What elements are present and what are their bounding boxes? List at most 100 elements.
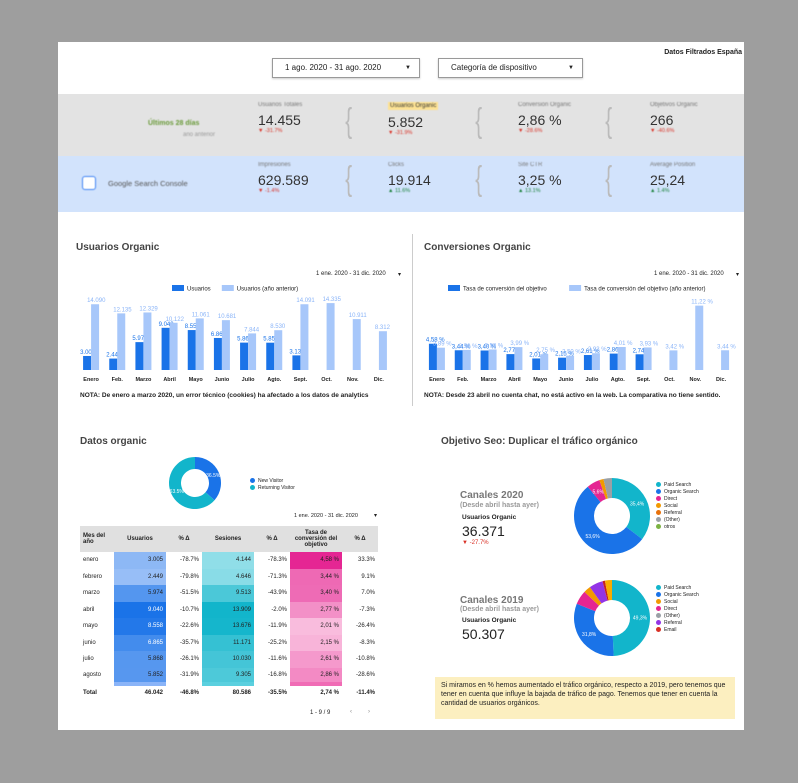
table-cell: 5.852: [114, 667, 166, 684]
column-header[interactable]: % Δ: [342, 526, 378, 552]
slice-label: 5,6%: [593, 490, 605, 496]
bar-label-previous: 2,75 %: [536, 348, 555, 354]
bar-previous: [195, 318, 204, 370]
x-tick-label: Mayo: [189, 377, 204, 383]
users-chart-date-range[interactable]: 1 ene. 2020 - 31 dic. 2020: [316, 271, 386, 277]
bar-previous: [117, 313, 126, 370]
table-date-range[interactable]: 1 ene. 2020 - 31 dic. 2020: [294, 513, 358, 519]
legend-dot-icon: [656, 510, 661, 516]
table-cell: 4.646: [202, 568, 254, 585]
kpi-card: Impresiones 629.589 ▼ -1.4%: [258, 162, 309, 194]
column-header[interactable]: % Δ: [166, 526, 202, 552]
legend-dot-icon: [250, 478, 255, 484]
canales-2020-title: Canales 2020: [460, 490, 524, 501]
x-tick-label: Dic.: [716, 377, 727, 383]
bar-previous: [326, 303, 335, 370]
table-cell: 2,77 %: [290, 601, 342, 618]
table-cell: 7.0%: [361, 590, 375, 597]
column-header[interactable]: Sesiones: [202, 526, 254, 552]
canales-2020-value: 36.371: [462, 523, 505, 539]
bar-current: [635, 354, 644, 370]
bar-label-previous: 10.911: [349, 313, 368, 319]
legend-label: Usuarios: [187, 287, 211, 293]
legend-item-returning: Returning Visitor: [250, 485, 295, 492]
pagination-label: 1 - 9 / 9: [310, 710, 331, 716]
filter-note: Datos Filtrados España: [664, 49, 742, 56]
canales-2019-value: 50.307: [462, 626, 505, 642]
date-range-dropdown[interactable]: 1 ago. 2020 - 31 ago. 2020 ▼: [272, 58, 420, 78]
chevron-right-icon[interactable]: ›: [368, 709, 370, 715]
bar-label-current: 2,77 %: [503, 348, 522, 354]
bar-current: [558, 357, 567, 370]
bar-previous: [669, 350, 678, 370]
x-tick-label: Abril: [508, 377, 521, 383]
table-cell: 13.909: [202, 601, 254, 618]
table-header-row: Mes del año Usuarios% Δ Sesiones% Δ Tasa de…: [80, 526, 378, 552]
kpi-delta: ▲ 13.1%: [518, 188, 541, 194]
bar-label-previous: 2,93 %: [588, 347, 607, 353]
table-cell: 2,15 %: [290, 634, 342, 651]
table-cell: -28.6%: [355, 671, 375, 678]
chevron-down-icon[interactable]: ▾: [398, 272, 402, 278]
x-tick-label: Sept.: [294, 377, 308, 383]
users-organic-title: Usuarios Organic: [76, 242, 160, 253]
table-cell: 5.868: [114, 651, 166, 668]
bar-previous: [488, 349, 497, 370]
donut-slice: [602, 580, 609, 601]
donut-slice: [574, 486, 643, 554]
bar-label-current: 5.974: [132, 336, 148, 342]
google-search-console-logo-icon: [82, 176, 96, 190]
bar-label-current: 2.449: [106, 353, 122, 359]
bar-current: [266, 342, 275, 370]
search-console-kpi-band: Google Search Console Impresiones 629.589…: [58, 156, 744, 212]
slice-label: 31,8%: [582, 632, 597, 638]
column-header[interactable]: Tasa de conversión del objetivo: [290, 526, 342, 552]
canales-2019-title: Canales 2019: [460, 595, 524, 606]
table-row: abril 9.040 -10.7% 13.909 -2.0% 2,77 % -7.3%: [80, 601, 378, 618]
legend-dot-icon: [656, 482, 661, 488]
table-row: marzo 5.974 -51.5% 9.513 -43.9% 3,40 % 7.0%: [80, 585, 378, 602]
bar-previous: [695, 305, 704, 370]
legend-swatch: [569, 285, 582, 291]
chevron-down-icon[interactable]: ▾: [736, 272, 740, 278]
bar-current: [532, 358, 541, 370]
brace-divider: {: [475, 160, 483, 198]
donut-slice: [169, 457, 215, 509]
bar-previous: [617, 346, 626, 370]
x-tick-label: Nov.: [347, 377, 359, 383]
bar-label-current: 9.040: [159, 322, 175, 328]
kpi-value: 25,24: [650, 172, 686, 188]
legend-item: Direct: [656, 606, 699, 613]
bar-current: [506, 354, 515, 370]
device-category-dropdown[interactable]: Categoría de dispositivo ▼: [438, 58, 583, 78]
brace-divider: {: [475, 102, 483, 140]
column-header[interactable]: % Δ: [254, 526, 290, 552]
bar-label-previous: 3,42 %: [665, 344, 684, 350]
kpi-value: 629.589: [258, 172, 309, 188]
donut-slice: [576, 591, 599, 612]
bar-label-current: 4,58 %: [426, 338, 445, 344]
donut-slice: [599, 478, 608, 500]
bar-label-previous: 11,22 %: [691, 300, 713, 306]
device-category-value: Categoría de dispositivo: [451, 63, 537, 72]
legend-dot-icon: [656, 613, 661, 619]
legend-dot-icon: [656, 606, 661, 612]
gsc-label: Google Search Console: [108, 179, 188, 188]
legend-swatch: [448, 285, 460, 291]
table-total-cell: -46.8%: [166, 682, 202, 701]
x-tick-label: Abril: [163, 377, 176, 383]
bar-label-current: 2,86 %: [607, 348, 626, 354]
chevron-left-icon[interactable]: ‹: [350, 709, 352, 715]
conv-chart-date-range[interactable]: 1 ene. 2020 - 31 dic. 2020: [654, 271, 724, 277]
canales-2019-sub: (Desde abril hasta ayer): [460, 606, 539, 613]
bar-label-previous: 3,44 %: [717, 344, 736, 350]
chevron-down-icon[interactable]: ▾: [374, 513, 378, 519]
bar-previous: [143, 312, 152, 370]
kpi-value: 14.455: [258, 112, 301, 128]
x-tick-label: Julio: [242, 377, 255, 383]
column-header[interactable]: Usuarios: [114, 526, 166, 552]
bar-current: [609, 353, 618, 370]
table-cell: -16.8%: [267, 671, 287, 678]
legend-swatch: [221, 285, 234, 291]
column-header[interactable]: Mes del año: [80, 526, 114, 552]
